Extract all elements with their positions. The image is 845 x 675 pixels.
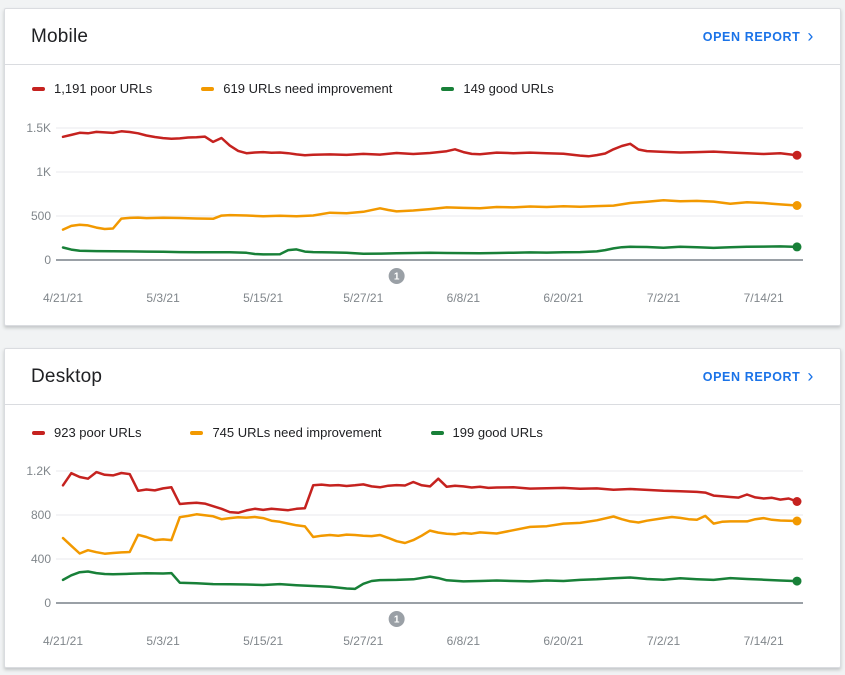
legend-item-good: 149 good URLs <box>441 81 554 96</box>
series-end-dot-poor-urls <box>792 497 802 506</box>
y-axis-tick-label: 500 <box>31 209 51 223</box>
desktop-card: Desktop OPEN REPORT › 923 poor URLs 745 … <box>4 348 841 668</box>
legend-item-poor: 1,191 poor URLs <box>32 81 152 96</box>
mobile-vitals-chart: 1.5K 1K 500 0 4/21/21 5/3/21 5/15/21 5/27/21 6/8… <box>26 121 803 305</box>
chevron-right-icon: › <box>807 365 814 386</box>
page-title-mobile: Mobile <box>31 25 89 47</box>
legend-dash-icon <box>430 430 444 435</box>
x-axis-tick-label: 5/27/21 <box>343 291 383 305</box>
desktop-chart-legend: 923 poor URLs 745 URLs need improvement … <box>32 425 543 440</box>
chevron-right-icon: › <box>807 25 814 46</box>
y-axis-tick-label: 400 <box>31 552 51 566</box>
annotation-marker[interactable] <box>388 611 405 627</box>
legend-label-need-improvement: 745 URLs need improvement <box>212 425 382 440</box>
series-end-dot-urls-need-improvement <box>792 516 802 526</box>
series-line-good-urls <box>61 570 799 591</box>
page-title-desktop: Desktop <box>31 365 103 387</box>
x-axis-tick-label: 5/3/21 <box>146 634 180 648</box>
legend-dash-icon <box>441 86 455 91</box>
desktop-card-header: Desktop OPEN REPORT › <box>5 349 840 405</box>
series-end-dot-good-urls <box>792 576 802 586</box>
y-axis-tick-label: 1.2K <box>26 464 51 478</box>
legend-dash-icon <box>32 86 45 91</box>
legend-dash-icon <box>201 86 215 91</box>
x-axis-tick-label: 6/20/21 <box>543 634 583 648</box>
x-axis-tick-label: 7/2/21 <box>647 634 681 648</box>
mobile-card-header: Mobile OPEN REPORT › <box>5 9 840 65</box>
x-axis-tick-label: 4/21/21 <box>43 634 83 648</box>
x-axis-tick-label: 6/8/21 <box>447 634 481 648</box>
x-axis-tick-label: 7/2/21 <box>647 291 681 305</box>
legend-label-poor: 923 poor URLs <box>54 425 142 440</box>
y-axis-tick-label: 800 <box>31 508 51 522</box>
legend-item-good: 199 good URLs <box>430 425 543 440</box>
open-report-link-mobile[interactable]: OPEN REPORT › <box>702 25 814 46</box>
series-line-urls-need-improvement <box>61 513 799 555</box>
x-axis-tick-label: 5/15/21 <box>243 634 283 648</box>
legend-label-good: 199 good URLs <box>452 425 543 440</box>
legend-item-need-improvement: 619 URLs need improvement <box>201 81 392 96</box>
series-end-dot-urls-need-improvement <box>792 201 802 210</box>
open-report-link-desktop[interactable]: OPEN REPORT › <box>702 365 814 386</box>
series-line-poor-urls <box>61 470 799 515</box>
legend-label-poor: 1,191 poor URLs <box>54 81 153 96</box>
open-report-label: OPEN REPORT <box>702 369 801 384</box>
legend-dash-icon <box>32 430 45 435</box>
legend-item-poor: 923 poor URLs <box>32 425 141 440</box>
y-axis-tick-label: 1.5K <box>26 121 51 135</box>
x-axis-tick-label: 5/27/21 <box>343 634 383 648</box>
x-axis-tick-label: 6/8/21 <box>447 291 481 305</box>
annotation-marker-label: 1 <box>394 272 400 283</box>
y-axis-tick-label: 1K <box>36 165 51 179</box>
x-axis-tick-label: 5/3/21 <box>146 291 180 305</box>
annotation-marker[interactable] <box>388 268 405 284</box>
series-end-dot-poor-urls <box>792 150 802 160</box>
series-end-dot-good-urls <box>792 242 802 252</box>
series-line-urls-need-improvement <box>61 199 799 231</box>
annotation-marker-label: 1 <box>394 615 400 626</box>
mobile-chart-legend: 1,191 poor URLs 619 URLs need improvemen… <box>32 81 554 96</box>
x-axis-tick-label: 7/14/21 <box>744 291 784 305</box>
series-line-good-urls <box>61 245 799 256</box>
legend-label-need-improvement: 619 URLs need improvement <box>223 81 393 96</box>
open-report-label: OPEN REPORT <box>702 29 801 44</box>
x-axis-tick-label: 7/14/21 <box>744 634 784 648</box>
x-axis-tick-label: 5/15/21 <box>243 291 283 305</box>
desktop-vitals-chart: 1.2K 800 400 0 4/21/21 5/3/21 5/15/21 5/27/21 6/… <box>26 464 803 648</box>
legend-item-need-improvement: 745 URLs need improvement <box>190 425 382 440</box>
x-axis-tick-label: 4/21/21 <box>43 291 83 305</box>
y-axis-tick-label: 0 <box>44 596 51 610</box>
mobile-card: Mobile OPEN REPORT › 1,191 poor URLs 619… <box>4 8 841 326</box>
x-axis-tick-label: 6/20/21 <box>543 291 583 305</box>
legend-label-good: 149 good URLs <box>463 81 554 96</box>
legend-dash-icon <box>190 430 204 435</box>
series-line-poor-urls <box>61 130 799 158</box>
y-axis-tick-label: 0 <box>44 253 51 267</box>
